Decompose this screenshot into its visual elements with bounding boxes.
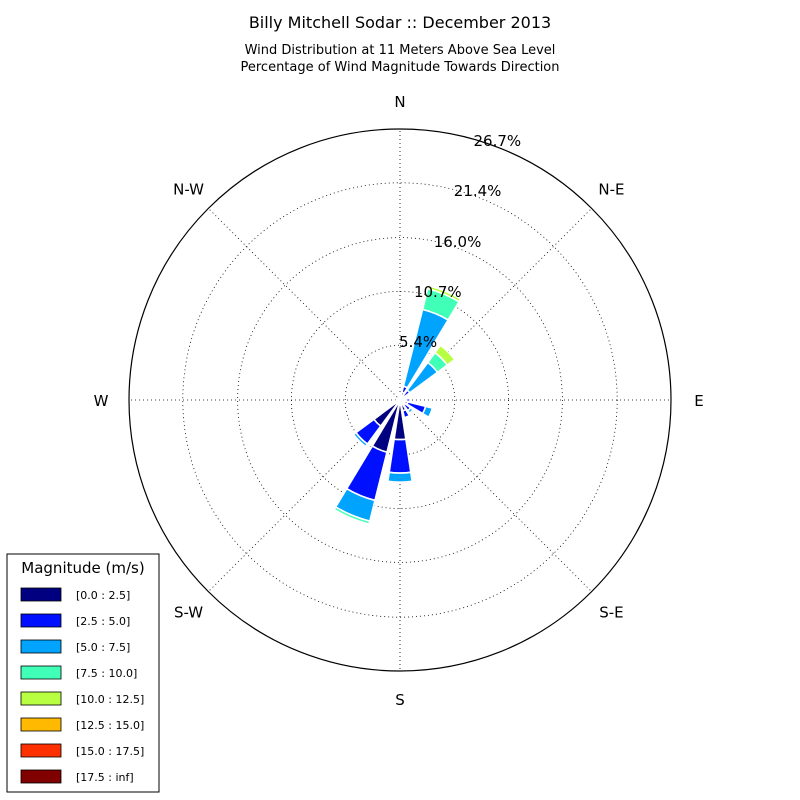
bar-247.5-bin-1 xyxy=(394,400,398,404)
legend-label-4: [10.0 : 12.5] xyxy=(76,693,144,706)
radial-tick-label-0: 5.4% xyxy=(399,333,437,351)
radial-tick-label-1: 10.7% xyxy=(414,283,462,301)
bar-202.5-bin-3 xyxy=(333,505,371,526)
grid-spoke-N-W xyxy=(208,208,401,401)
chart-title: Billy Mitchell Sodar :: December 2013 xyxy=(249,13,551,32)
outer-circle xyxy=(128,128,672,672)
legend-label-3: [7.5 : 10.0] xyxy=(76,667,137,680)
bar-180-bin-1 xyxy=(388,438,412,474)
legend-label-5: [12.5 : 15.0] xyxy=(76,719,144,732)
legend-label-7: [17.5 : inf] xyxy=(76,771,134,784)
radial-tick-label-2: 16.0% xyxy=(434,233,482,251)
legend-swatch-1 xyxy=(20,613,62,628)
direction-label-N-E: N-E xyxy=(598,181,624,199)
legend-swatch-4 xyxy=(20,691,62,706)
legend-swatch-7 xyxy=(20,769,62,784)
direction-label-W: W xyxy=(94,392,109,410)
direction-label-N: N xyxy=(394,93,405,111)
wind-bars xyxy=(333,284,462,526)
bar-337.5-bin-1 xyxy=(397,397,401,401)
bar-180-bin-2 xyxy=(386,471,414,484)
grid-circle-0 xyxy=(344,344,456,456)
chart-subtitle-line-1: Wind Distribution at 11 Meters Above Sea… xyxy=(245,43,556,58)
legend-swatch-0 xyxy=(20,587,62,602)
bar-67.5-bin-2 xyxy=(404,394,409,400)
legend-label-2: [5.0 : 7.5] xyxy=(76,641,130,654)
bar-225-bin-3 xyxy=(351,433,367,449)
legend-items: [0.0 : 2.5] [2.5 : 5.0] [5.0 : 7.5] [7.5 : … xyxy=(20,587,144,784)
polar-grid xyxy=(129,129,671,671)
chart-subtitle-line-2: Percentage of Wind Magnitude Towards Dir… xyxy=(240,60,559,75)
legend-swatch-3 xyxy=(20,665,62,680)
legend-swatch-6 xyxy=(20,743,62,758)
legend-swatch-2 xyxy=(20,639,62,654)
radial-tick-label-4: 26.7% xyxy=(473,132,521,150)
grid-spoke-S-E xyxy=(399,399,592,592)
direction-label-E: E xyxy=(694,392,703,410)
legend-label-6: [15.0 : 17.5] xyxy=(76,745,144,758)
bar-112.5-bin-3 xyxy=(427,407,435,419)
bar-157.5-bin-2 xyxy=(403,414,412,420)
radial-tick-labels: 5.4% 10.7% 16.0% 21.4% 26.7% xyxy=(399,132,521,351)
radial-tick-label-3: 21.4% xyxy=(454,182,502,200)
legend: Magnitude (m/s) [0.0 : 2.5] [2.5 : 5.0] [5… xyxy=(6,553,160,793)
bar-45-bin-4 xyxy=(433,344,456,367)
direction-labels: N N-E E S-E S S-W W N-W xyxy=(94,93,704,709)
bar-135-bin-2 xyxy=(406,406,415,415)
legend-title: Magnitude (m/s) xyxy=(21,559,144,577)
grid-circle-3 xyxy=(182,182,618,618)
bar-22.5-bin-4 xyxy=(426,284,462,303)
legend-swatch-5 xyxy=(20,717,62,732)
bar-90-bin-2 xyxy=(409,397,412,403)
direction-label-S-W: S-W xyxy=(174,603,203,621)
legend-label-1: [2.5 : 5.0] xyxy=(76,615,130,628)
direction-label-S-E: S-E xyxy=(599,603,623,621)
legend-label-0: [0.0 : 2.5] xyxy=(76,589,130,602)
grid-circle-2 xyxy=(237,237,563,563)
direction-label-N-W: N-W xyxy=(173,181,204,199)
direction-label-S: S xyxy=(395,691,405,709)
